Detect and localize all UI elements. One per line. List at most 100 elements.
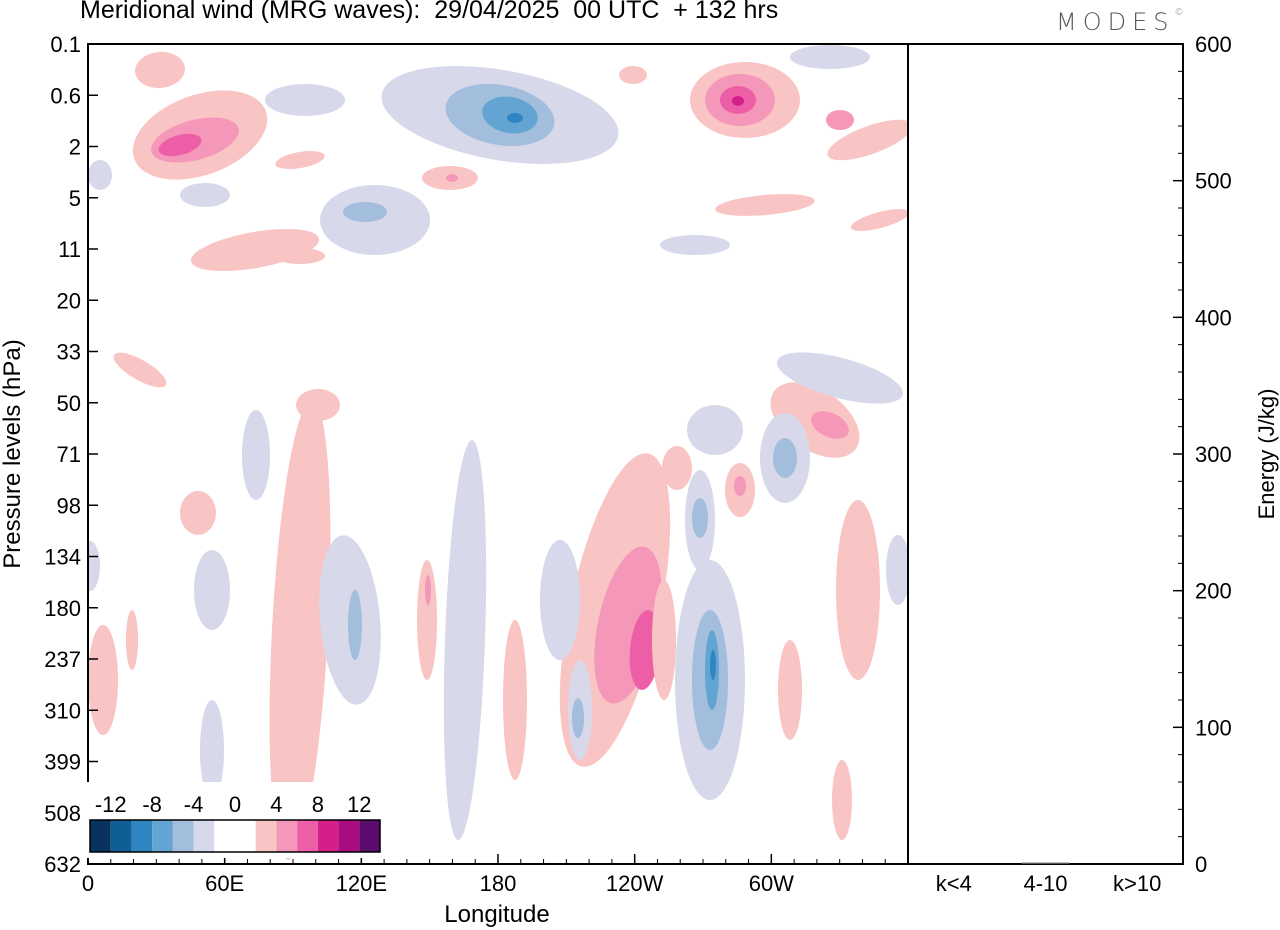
y-tick-label: 0.1 — [50, 32, 81, 57]
y-tick-label: 310 — [44, 698, 81, 723]
contour-blob — [348, 590, 362, 660]
energy-tick-label: 500 — [1195, 169, 1232, 194]
y-tick-label: 399 — [44, 750, 81, 775]
x-tick-label: 180 — [480, 871, 517, 896]
contour-blob — [777, 352, 903, 404]
contour-blob — [113, 352, 167, 388]
y-tick-label: 50 — [57, 391, 81, 416]
contour-blob — [827, 119, 908, 161]
colorbar-swatch — [193, 820, 215, 852]
energy-tick-label: 300 — [1195, 442, 1232, 467]
contour-blob — [88, 625, 118, 735]
y-tick-label: 632 — [44, 852, 81, 877]
contour-blob — [180, 491, 216, 535]
contour-blob — [652, 580, 676, 700]
contour-blob — [88, 160, 112, 190]
contour-blob — [692, 498, 708, 538]
colorbar-swatch — [317, 820, 339, 852]
x-axis-title: Longitude — [444, 901, 549, 928]
contour-blob — [135, 51, 185, 89]
contour-blob — [790, 45, 870, 69]
colorbar-swatch — [297, 820, 318, 852]
energy-category-label: k>10 — [1113, 871, 1161, 896]
energy-bar — [1021, 862, 1070, 864]
colorbar-swatch — [131, 820, 153, 852]
colorbar-label: 12 — [347, 792, 371, 817]
y-tick-label: 98 — [57, 493, 81, 518]
y-tick-label: 134 — [44, 545, 81, 570]
contour-blob — [200, 700, 224, 800]
colorbar-label: 4 — [270, 792, 282, 817]
contour-blob — [660, 235, 730, 255]
contour-blob — [88, 541, 100, 591]
contour-blob — [687, 405, 743, 455]
contour-blob — [732, 96, 744, 106]
contour-blob — [778, 640, 802, 740]
x-tick-label: 60E — [205, 871, 244, 896]
y-tick-label: 180 — [44, 596, 81, 621]
energy-tick-label: 0 — [1195, 852, 1207, 877]
logo-mark: © — [1174, 8, 1184, 18]
contour-blob — [507, 113, 523, 123]
contour-blob — [343, 202, 387, 222]
y-tick-label: 2 — [69, 135, 81, 160]
contour-blob — [826, 110, 854, 130]
contour-blob — [540, 540, 580, 660]
contour-blob — [446, 174, 458, 182]
y-tick-label: 508 — [44, 801, 81, 826]
colorbar-swatch — [152, 820, 173, 852]
contour-blob — [417, 560, 437, 680]
colorbar-swatch — [110, 820, 132, 852]
contour-blob — [158, 133, 202, 157]
contour-blob — [662, 446, 692, 490]
colorbar-swatch — [172, 820, 194, 852]
y-axis-energy: 0 100 200 300 400 500 600 — [1173, 32, 1232, 877]
x-tick-label: 120E — [336, 871, 387, 896]
x-tick-label: 60W — [749, 871, 794, 896]
y-axis-pressure: 0.1 0.6 2 5 11 20 33 50 71 98 134 180 237 310 399 508 63… — [44, 32, 98, 877]
contour-blob — [710, 650, 716, 680]
modes-logo: MODES© — [1056, 8, 1183, 36]
colorbar-swatch — [214, 820, 235, 852]
contour-blob — [180, 183, 230, 207]
colorbar: -12 -8 -4 0 4 8 12 — [84, 782, 386, 858]
contour-blob — [126, 610, 138, 670]
energy-tick-label: 600 — [1195, 32, 1232, 57]
contour-blob — [275, 151, 325, 169]
contour-blob — [715, 194, 815, 216]
contour-blob — [275, 248, 325, 264]
contour-blob — [832, 760, 852, 840]
contour-blob — [443, 440, 487, 840]
y-tick-label: 11 — [58, 237, 81, 262]
contour-blob — [836, 500, 880, 680]
colorbar-swatch — [338, 820, 360, 852]
colorbar-label: -12 — [95, 792, 127, 817]
colorbar-label: 8 — [312, 792, 324, 817]
colorbar-label: -4 — [184, 792, 204, 817]
colorbar-swatch — [276, 820, 298, 852]
contour-blob — [773, 438, 797, 478]
colorbar-swatch — [255, 820, 277, 852]
contour-blob — [850, 209, 908, 231]
contour-blob — [265, 84, 345, 116]
y-tick-label: 5 — [69, 186, 81, 211]
energy-category-label: k<4 — [936, 871, 972, 896]
energy-tick-label: 200 — [1195, 579, 1232, 604]
contour-blob — [811, 411, 849, 439]
colorbar-swatch — [359, 820, 380, 852]
contour-blob — [242, 410, 270, 500]
chart-title: Meridional wind (MRG waves): 29/04/2025 … — [80, 0, 779, 24]
energy-categories: k<4 4-10 k>10 — [936, 862, 1161, 896]
contour-blob — [274, 500, 306, 740]
energy-tick-label: 100 — [1195, 715, 1232, 740]
colorbar-frame — [89, 819, 381, 853]
colorbar-label: 0 — [229, 792, 241, 817]
y-tick-label: 0.6 — [50, 83, 81, 108]
contour-blob — [886, 535, 908, 605]
energy-frame — [907, 43, 1184, 865]
y-tick-label: 20 — [57, 288, 81, 313]
contour-blob — [734, 476, 746, 496]
x-tick-label: 0 — [82, 871, 94, 896]
y-tick-label: 237 — [44, 647, 81, 672]
